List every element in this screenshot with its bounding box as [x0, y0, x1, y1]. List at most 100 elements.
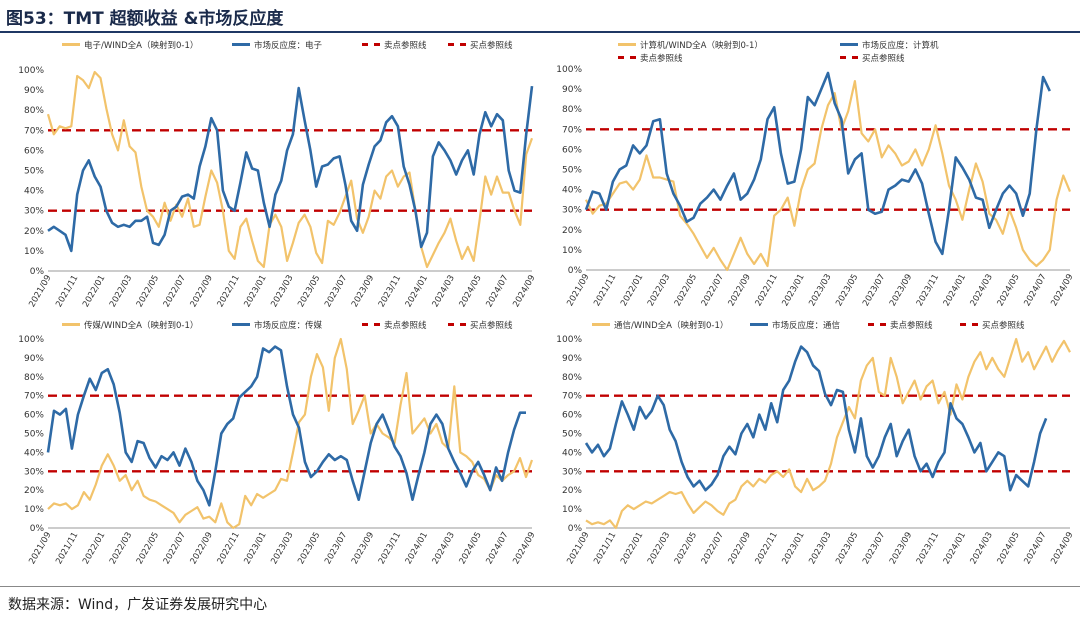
x-tick-label: 2024/01	[404, 274, 430, 310]
chart-panel-telecom: 通信/WIND全A（映射到0-1） 市场反应度：通信 卖点参照线 买点参照线 0…	[540, 318, 1080, 584]
y-tick-label: 20%	[562, 226, 582, 236]
legend-buy-line: 买点参照线	[448, 318, 513, 331]
x-tick-label: 2023/09	[350, 531, 376, 567]
source-note: 数据来源：Wind，广发证券发展研究中心	[8, 597, 268, 613]
x-tick-label: 2023/11	[915, 273, 941, 309]
legend-buy-line: 买点参照线	[448, 38, 513, 51]
x-tick-label: 2023/07	[861, 531, 887, 567]
x-tick-label: 2024/03	[431, 274, 457, 310]
y-tick-label: 70%	[562, 125, 582, 135]
y-tick-label: 60%	[24, 411, 44, 421]
x-tick-label: 2024/03	[969, 531, 995, 567]
y-tick-label: 70%	[24, 126, 44, 136]
excess-return-line	[585, 337, 1071, 530]
x-tick-label: 2023/09	[888, 531, 914, 567]
x-tick-label: 2024/05	[458, 531, 484, 567]
x-tick-label: 2024/07	[484, 531, 510, 567]
y-tick-label: 80%	[24, 373, 44, 383]
x-tick-label: 2022/11	[216, 274, 242, 310]
y-tick-label: 10%	[24, 505, 44, 515]
line-chart: 0% 10% 20% 30% 40% 50% 60% 70% 80% 90% 100% 2021/09…	[556, 335, 1075, 567]
x-tick-label: 2022/05	[135, 274, 161, 310]
x-tick-label: 2024/03	[969, 273, 995, 309]
x-tick-label: 2023/03	[807, 273, 833, 309]
legend-sell-line: 卖点参照线	[362, 38, 427, 51]
y-tick-label: 100%	[556, 65, 582, 75]
y-tick-label: 90%	[562, 354, 582, 364]
x-tick-label: 2023/01	[780, 273, 806, 309]
y-tick-label: 50%	[24, 167, 44, 177]
y-tick-label: 100%	[18, 66, 44, 76]
line-chart: 0% 10% 20% 30% 40% 50% 60% 70% 80% 90% 100% 2021/09…	[18, 66, 537, 310]
y-tick-label: 0%	[30, 524, 45, 534]
x-tick-label: 2022/07	[162, 274, 188, 310]
x-tick-label: 2023/05	[834, 273, 860, 309]
market-reaction-line	[47, 85, 534, 253]
x-tick-label: 2024/05	[996, 273, 1022, 309]
x-tick-label: 2022/09	[189, 531, 215, 567]
chart-panel-media: 传媒/WIND全A（映射到0-1） 市场反应度：传媒 卖点参照线 买点参照线 0…	[0, 318, 540, 584]
y-tick-label: 10%	[24, 247, 44, 257]
x-tick-label: 2023/03	[269, 531, 295, 567]
y-tick-label: 20%	[24, 486, 44, 496]
x-tick-label: 2022/07	[700, 531, 726, 567]
x-tick-label: 2023/01	[242, 531, 268, 567]
excess-return-line	[585, 80, 1072, 272]
y-tick-label: 10%	[562, 505, 582, 515]
chart-panel-electronics: 电子/WIND全A（映射到0-1） 市场反应度：电子 卖点参照线 买点参照线 0…	[0, 38, 540, 316]
chart-legend: 电子/WIND全A（映射到0-1） 市场反应度：电子 卖点参照线 买点参照线	[0, 38, 540, 64]
x-tick-label: 2021/11	[54, 531, 80, 567]
y-tick-label: 80%	[562, 373, 582, 383]
line-chart: 0% 10% 20% 30% 40% 50% 60% 70% 80% 90% 100% 2021/09…	[556, 65, 1075, 309]
x-tick-label: 2022/01	[619, 273, 645, 309]
y-tick-label: 30%	[24, 207, 44, 217]
y-tick-label: 80%	[24, 106, 44, 116]
y-tick-label: 70%	[562, 392, 582, 402]
x-tick-label: 2024/09	[1049, 273, 1075, 309]
y-tick-label: 40%	[562, 186, 582, 196]
x-tick-label: 2022/11	[754, 531, 780, 567]
y-tick-label: 30%	[24, 467, 44, 477]
legend-buy-line: 买点参照线	[840, 51, 905, 64]
source-divider	[0, 586, 1080, 587]
x-tick-label: 2021/11	[592, 531, 618, 567]
x-tick-label: 2022/03	[646, 531, 672, 567]
legend-excess: 通信/WIND全A（映射到0-1）	[592, 318, 728, 331]
x-tick-label: 2024/01	[942, 531, 968, 567]
x-tick-label: 2021/11	[54, 274, 80, 310]
x-tick-label: 2023/05	[834, 531, 860, 567]
y-tick-label: 40%	[24, 448, 44, 458]
x-tick-label: 2022/01	[81, 531, 107, 567]
x-tick-label: 2023/03	[269, 274, 295, 310]
y-tick-label: 0%	[30, 267, 45, 277]
y-tick-label: 100%	[556, 335, 582, 345]
x-tick-label: 2023/11	[377, 274, 403, 310]
x-tick-label: 2024/09	[1049, 531, 1075, 567]
x-tick-label: 2024/05	[996, 531, 1022, 567]
market-reaction-line	[46, 345, 526, 507]
legend-reaction: 市场反应度：电子	[232, 38, 322, 51]
x-tick-label: 2022/03	[108, 274, 134, 310]
x-tick-label: 2023/01	[780, 531, 806, 567]
x-tick-label: 2022/11	[754, 273, 780, 309]
x-tick-label: 2022/07	[700, 273, 726, 309]
x-tick-label: 2024/07	[1022, 272, 1048, 308]
legend-sell-line: 卖点参照线	[362, 318, 427, 331]
x-tick-label: 2023/05	[296, 274, 322, 310]
y-tick-label: 50%	[562, 166, 582, 176]
y-tick-label: 40%	[24, 187, 44, 197]
y-tick-label: 60%	[562, 145, 582, 155]
y-tick-label: 90%	[24, 86, 44, 96]
x-tick-label: 2024/03	[431, 531, 457, 567]
x-tick-label: 2022/05	[673, 531, 699, 567]
legend-excess: 计算机/WIND全A（映射到0-1）	[618, 38, 763, 51]
legend-reaction: 市场反应度：传媒	[232, 318, 322, 331]
x-tick-label: 2022/09	[727, 273, 753, 309]
x-tick-label: 2022/03	[108, 531, 134, 567]
y-tick-label: 60%	[24, 146, 44, 156]
figure-title: 图53：TMT 超额收益 &市场反应度	[6, 9, 284, 29]
x-tick-label: 2023/07	[323, 274, 349, 310]
market-reaction-line	[584, 71, 1051, 256]
x-tick-label: 2022/03	[646, 273, 672, 309]
excess-return-line	[47, 337, 534, 530]
